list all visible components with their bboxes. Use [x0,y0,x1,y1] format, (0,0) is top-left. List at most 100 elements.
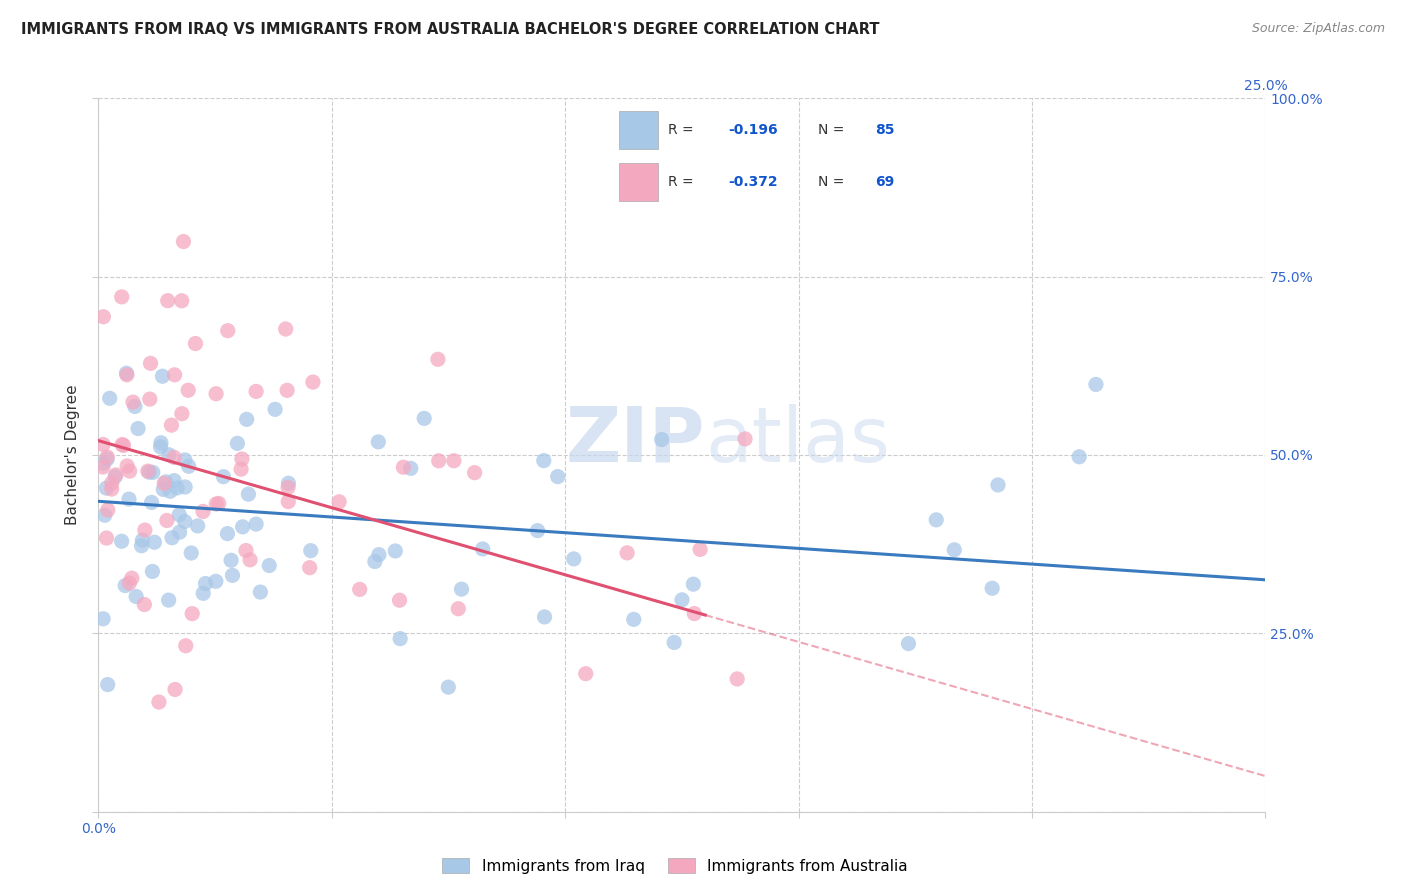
Point [298,560,321,574]
Point [191,504,214,518]
Point [217,324,239,338]
Point [426,352,449,367]
Point [163,474,186,488]
Point [91,456,114,470]
Point [169,508,191,522]
Point [118,576,141,591]
Point [91,612,114,626]
Point [277,476,299,491]
Point [533,453,555,467]
Y-axis label: Bachelor's Degree: Bachelor's Degree [65,384,80,525]
Point [163,682,186,697]
Point [111,437,134,451]
Point [153,476,176,491]
Point [141,495,163,509]
Point [112,438,135,452]
Point [221,568,243,582]
Text: -0.372: -0.372 [728,175,778,189]
Point [364,554,387,568]
Point [115,458,138,473]
Point [219,553,242,567]
Point [683,607,706,621]
Text: 69: 69 [875,175,894,189]
Point [187,519,209,533]
Point [98,392,121,406]
Point [205,386,228,401]
Point [987,478,1010,492]
Point [118,492,141,507]
Point [173,515,195,529]
Point [152,483,174,497]
Point [149,435,172,450]
Point [616,546,638,560]
Point [367,434,389,449]
Legend: Immigrants from Iraq, Immigrants from Australia: Immigrants from Iraq, Immigrants from Au… [436,852,914,880]
Point [725,672,748,686]
Point [392,460,415,475]
Point [180,546,202,560]
Text: atlas: atlas [706,404,890,477]
Point [231,452,253,467]
Point [274,322,297,336]
Point [143,535,166,549]
Point [443,453,465,467]
Point [148,695,170,709]
Text: N =: N = [818,175,849,189]
Point [682,577,704,591]
Point [115,368,138,382]
Point [177,384,200,398]
Text: IMMIGRANTS FROM IRAQ VS IMMIGRANTS FROM AUSTRALIA BACHELOR'S DEGREE CORRELATION : IMMIGRANTS FROM IRAQ VS IMMIGRANTS FROM … [21,22,880,37]
Point [160,418,183,433]
Point [1069,450,1091,464]
Point [115,366,138,380]
Point [450,582,472,597]
Point [413,411,436,425]
Point [174,453,197,467]
Point [166,481,188,495]
Point [447,601,470,615]
Point [127,421,149,435]
Point [156,513,179,527]
Point [170,293,193,308]
Point [575,666,598,681]
Point [91,460,114,475]
Point [172,235,194,249]
Point [160,531,183,545]
Text: R =: R = [668,175,699,189]
Point [662,635,685,649]
Point [471,541,494,556]
Point [328,495,350,509]
Point [208,496,231,510]
Point [943,542,966,557]
Point [96,450,118,464]
Point [174,639,197,653]
Point [100,482,122,496]
Point [276,384,298,398]
Point [118,464,141,478]
Text: ZIP: ZIP [565,404,706,477]
Point [121,571,143,585]
Point [249,585,271,599]
Point [302,375,325,389]
Point [399,461,422,475]
Point [139,392,162,406]
Point [177,459,200,474]
Point [157,593,180,607]
Point [141,565,163,579]
Point [152,369,174,384]
Point [122,395,145,409]
Point [134,523,156,537]
Point [388,593,411,607]
Point [212,469,235,483]
Point [533,610,555,624]
Point [159,484,181,499]
Point [235,412,257,426]
Point [367,548,389,562]
Point [134,598,156,612]
Point [277,494,299,508]
Point [547,469,569,483]
Point [689,542,711,557]
Point [169,525,191,540]
Point [181,607,204,621]
Point [111,534,134,549]
